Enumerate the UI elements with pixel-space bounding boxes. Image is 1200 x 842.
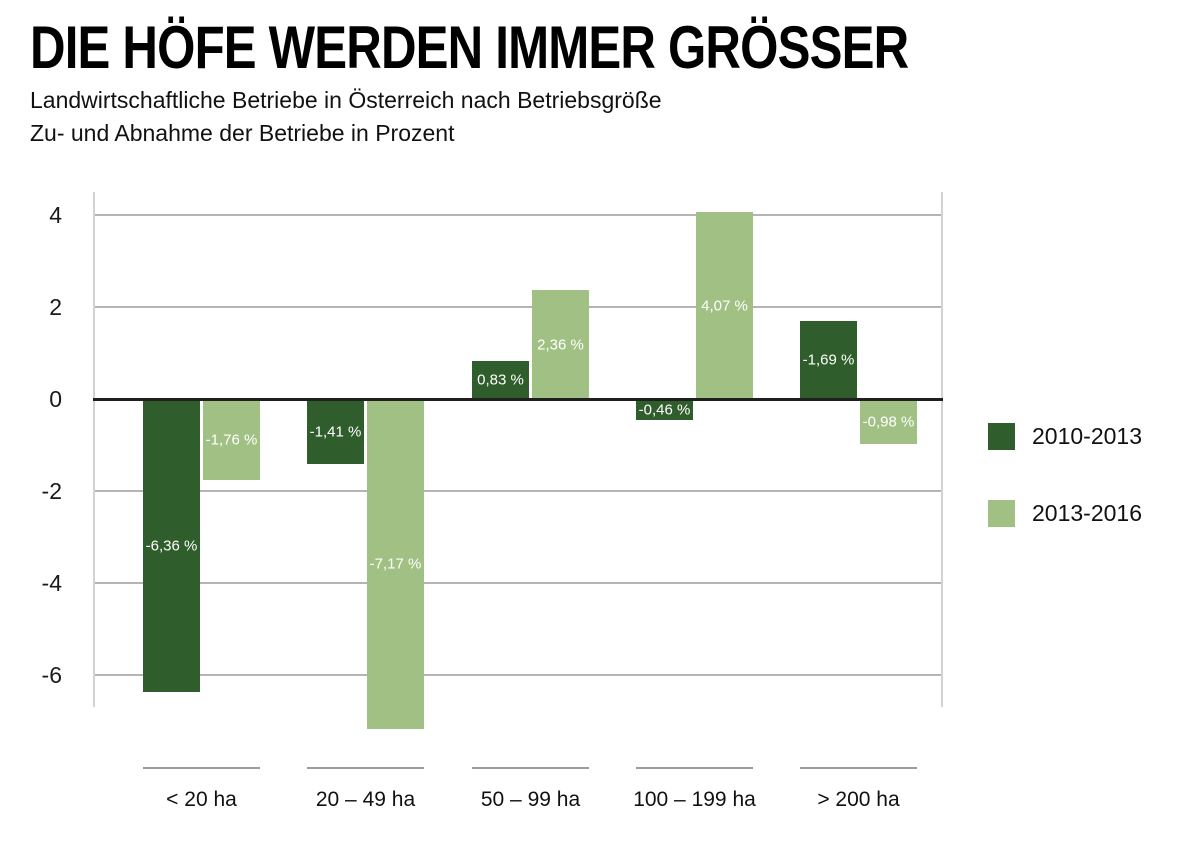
category-rule bbox=[143, 767, 260, 769]
category-label: 50 – 99 ha bbox=[480, 788, 581, 811]
legend-row: 2010-2013 bbox=[988, 423, 1142, 450]
plot-border-right bbox=[941, 192, 943, 707]
bar-value-label: 4,07 % bbox=[701, 297, 748, 314]
category-label: 100 – 199 ha bbox=[633, 788, 756, 811]
chart-title: DIE HÖFE WERDEN IMMER GRÖSSER bbox=[30, 14, 909, 81]
y-axis-tick-label: -6 bbox=[41, 662, 62, 688]
legend-label: 2010-2013 bbox=[1032, 423, 1142, 449]
plot-border-left bbox=[93, 192, 95, 707]
gridline bbox=[93, 306, 943, 308]
bar-value-label: -0,46 % bbox=[638, 401, 691, 418]
y-axis-tick-label: 4 bbox=[49, 202, 62, 228]
y-axis-tick-label: 0 bbox=[49, 386, 62, 412]
legend-swatch bbox=[988, 500, 1015, 527]
bar bbox=[472, 361, 529, 399]
gridline bbox=[93, 490, 943, 492]
y-axis-tick-label: -4 bbox=[41, 570, 62, 596]
category-rule bbox=[800, 767, 917, 769]
chart-subtitle-line1: Landwirtschaftliche Betriebe in Österrei… bbox=[30, 87, 662, 113]
bar-value-label: 0,83 % bbox=[477, 371, 524, 389]
y-axis-tick-label: -2 bbox=[41, 478, 62, 504]
bar-value-label: -6,36 % bbox=[145, 537, 198, 554]
bar bbox=[143, 399, 200, 692]
category-rule bbox=[636, 767, 753, 769]
bar bbox=[307, 399, 364, 464]
category-label: < 20 ha bbox=[166, 788, 237, 811]
bar bbox=[696, 212, 753, 399]
bar-value-label: -1,69 % bbox=[802, 351, 855, 369]
bar bbox=[532, 290, 589, 399]
bar bbox=[367, 399, 424, 729]
bar-value-label: -7,17 % bbox=[369, 555, 422, 573]
category-label: 20 – 49 ha bbox=[315, 788, 416, 811]
bar bbox=[860, 399, 917, 444]
category-label: > 200 ha bbox=[817, 788, 900, 811]
legend-swatch bbox=[988, 423, 1015, 450]
category-rule bbox=[307, 767, 424, 769]
bar bbox=[636, 399, 693, 420]
legend-label: 2013-2016 bbox=[1032, 500, 1142, 526]
bar-value-label: -0,98 % bbox=[862, 413, 915, 430]
bar-value-label: -1,76 % bbox=[205, 431, 258, 448]
y-axis-tick-label: 2 bbox=[49, 294, 62, 320]
chart-subtitle-line2: Zu- und Abnahme der Betriebe in Prozent bbox=[30, 120, 455, 146]
gridline bbox=[93, 214, 943, 216]
gridline bbox=[93, 674, 943, 676]
zero-axis-line bbox=[93, 398, 943, 401]
gridline bbox=[93, 582, 943, 584]
bar bbox=[203, 399, 260, 480]
legend-row: 2013-2016 bbox=[988, 500, 1142, 527]
bar bbox=[800, 321, 857, 399]
bar-value-label: -1,41 % bbox=[309, 423, 362, 440]
bar-value-label: 2,36 % bbox=[537, 336, 584, 353]
category-rule bbox=[472, 767, 589, 769]
